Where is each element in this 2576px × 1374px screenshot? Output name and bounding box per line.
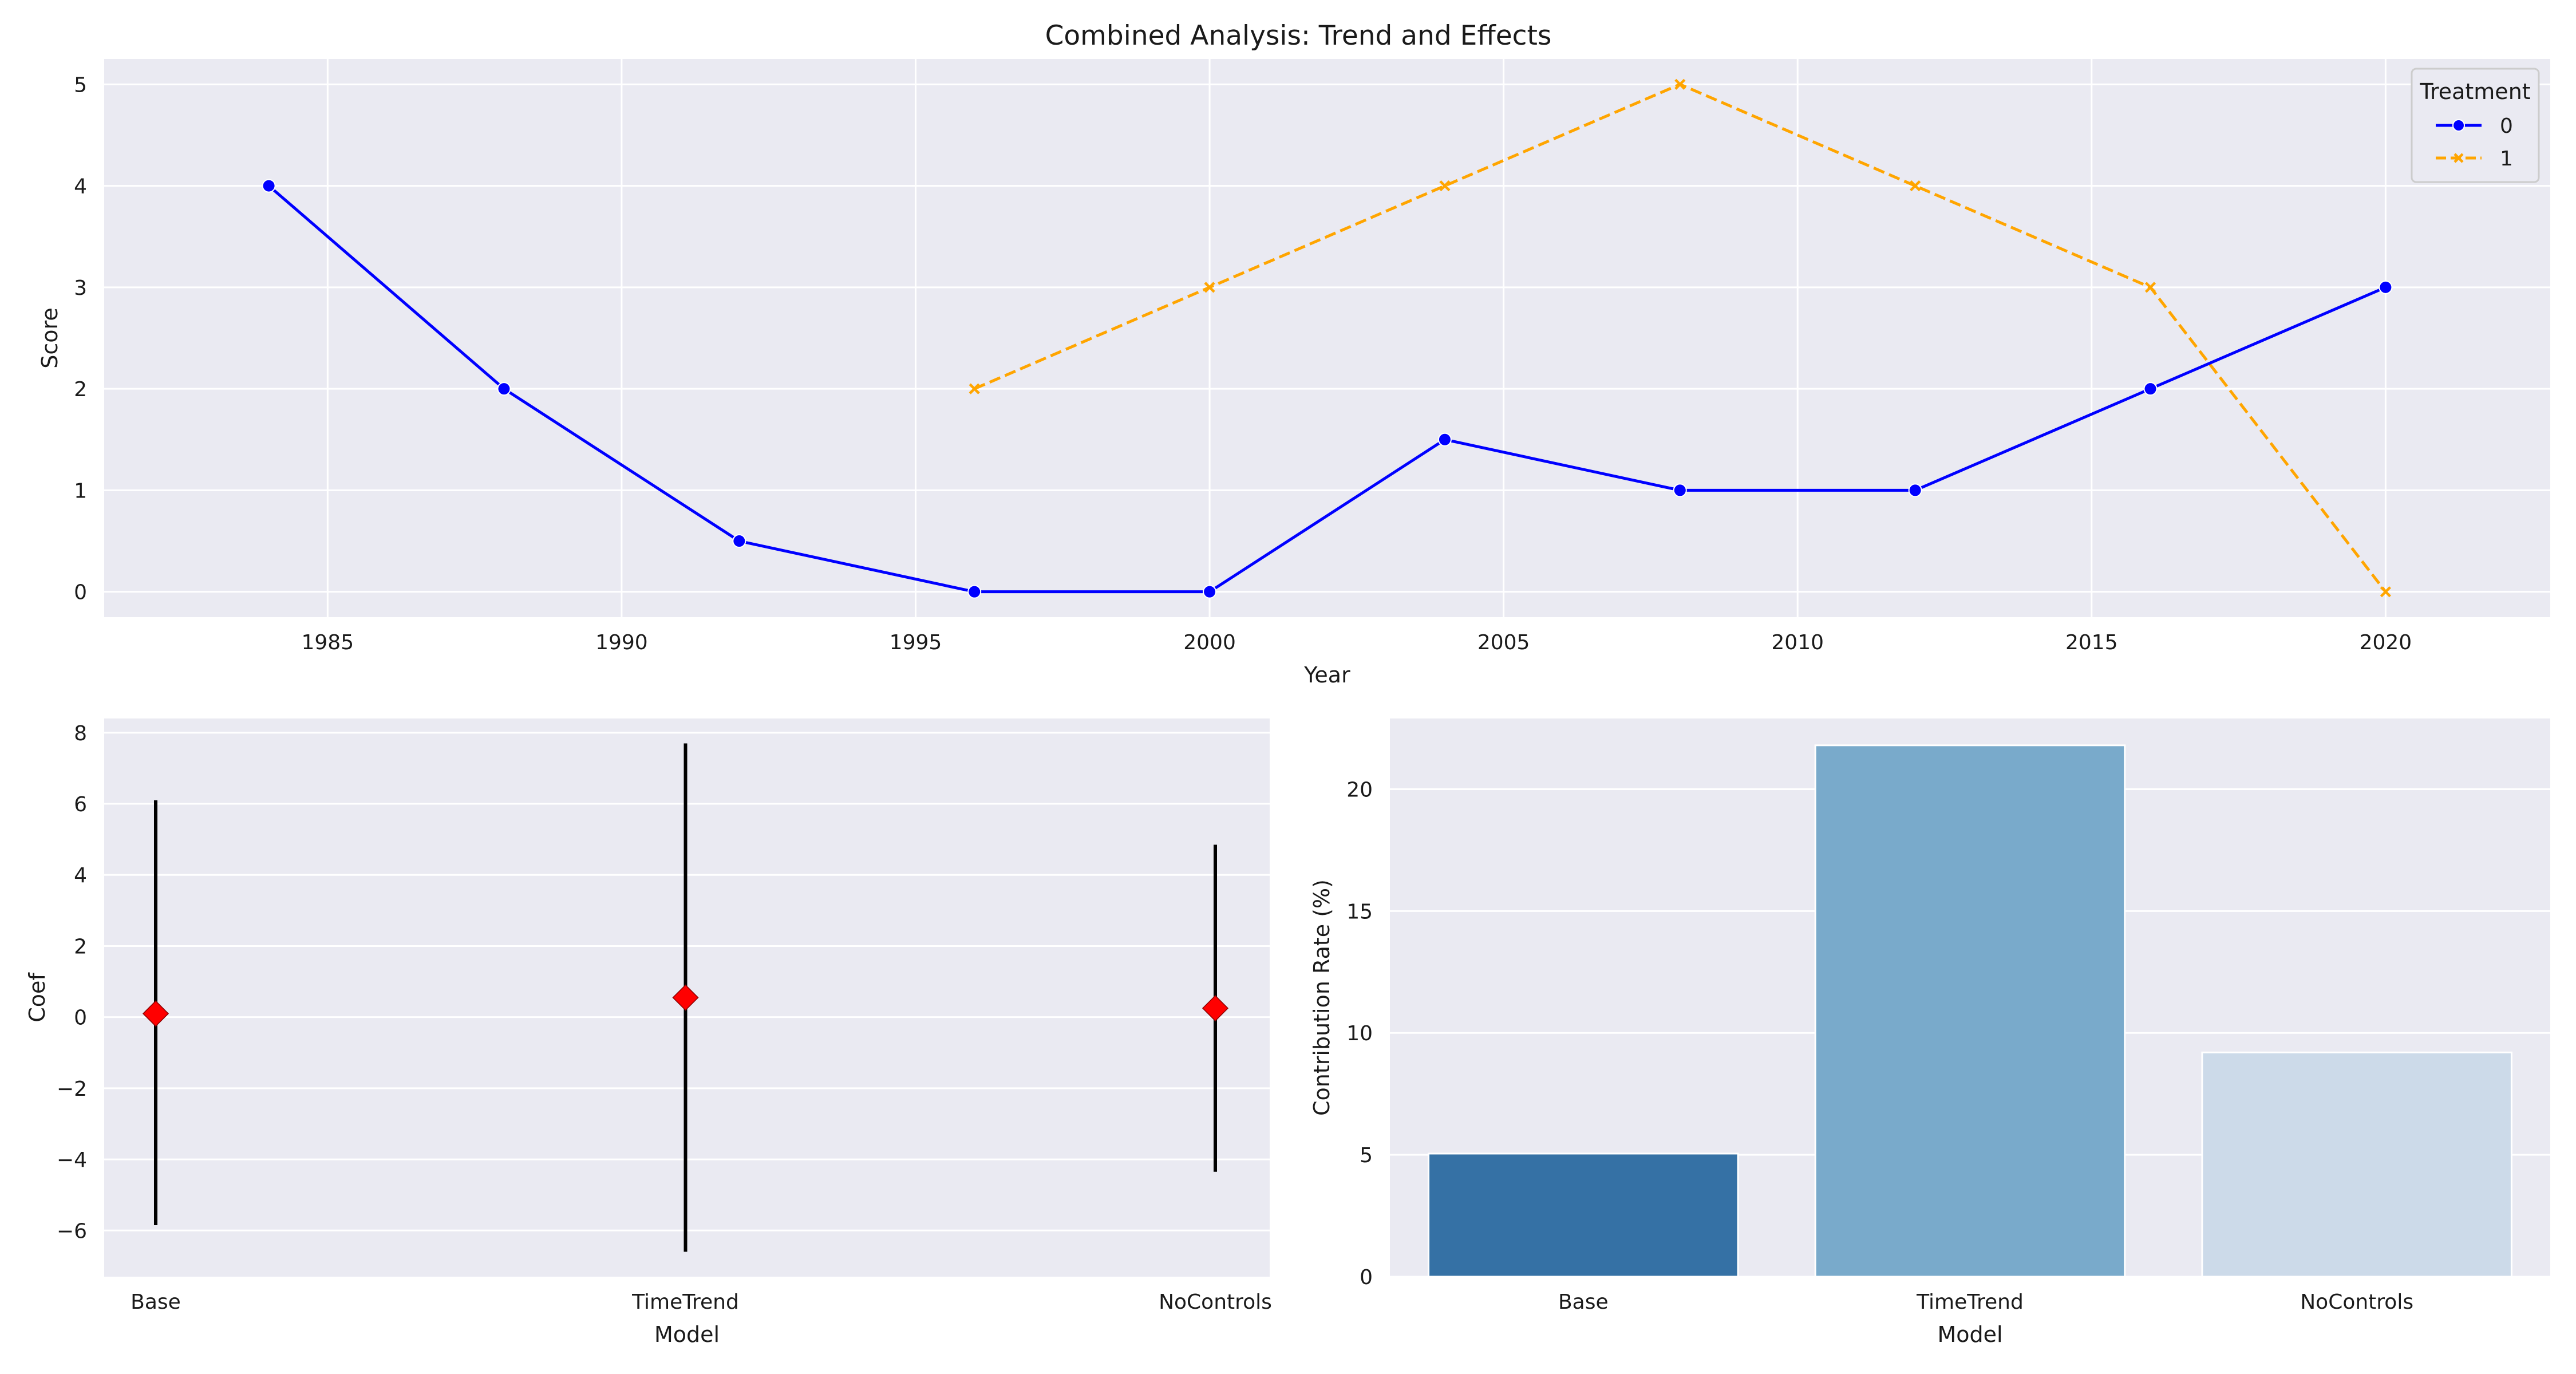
- x-tick-label: 1985: [302, 631, 354, 654]
- legend-label-1: 1: [2500, 147, 2513, 171]
- x-axis-label: Year: [1303, 662, 1350, 688]
- y-tick-label: −6: [57, 1219, 87, 1243]
- bar: [1814, 744, 2126, 1278]
- y-tick-label: 2: [74, 378, 87, 401]
- y-tick-label: 0: [1360, 1266, 1373, 1289]
- x-tick-label: 2010: [1771, 631, 1824, 654]
- legend-label-0: 0: [2500, 114, 2513, 138]
- y-axis-label: Coef: [25, 972, 50, 1022]
- plot-area: [104, 59, 2550, 617]
- y-tick-label: −2: [57, 1077, 87, 1101]
- coefficient-plot: −6 −4 −2 0 2 4 6 8 Base TimeTrend NoControls Model C…: [25, 718, 1272, 1347]
- series-0-point: [2143, 382, 2158, 396]
- x-tick-label: NoControls: [1159, 1290, 1272, 1314]
- x-tick-label: 2005: [1477, 631, 1530, 654]
- x-tick-label: 2020: [2360, 631, 2412, 654]
- legend-title: Treatment: [2419, 79, 2530, 104]
- x-tick-label: NoControls: [2300, 1290, 2413, 1314]
- x-tick-label: Base: [1558, 1290, 1609, 1314]
- series-0-point: [732, 534, 746, 548]
- x-axis-label: Model: [654, 1322, 720, 1347]
- x-tick-label: 1995: [890, 631, 942, 654]
- y-axis-label: Score: [37, 307, 62, 368]
- y-tick-label: 15: [1346, 900, 1373, 923]
- series-1-point: [1204, 282, 1215, 293]
- series-1-point: [2380, 586, 2391, 598]
- y-tick-label: 6: [74, 793, 87, 816]
- series-0-line: [267, 184, 2387, 594]
- y-tick-label: 5: [74, 73, 87, 97]
- figure-title: Combined Analysis: Trend and Effects: [1045, 20, 1552, 52]
- legend: Treatment 0 1: [2411, 68, 2540, 183]
- x-tick-label: 1990: [595, 631, 648, 654]
- series-1-point: [2144, 282, 2156, 293]
- series-1-point: [1910, 180, 1921, 192]
- coefficient-marker: [672, 984, 699, 1011]
- y-tick-label: 0: [74, 1006, 87, 1030]
- y-tick-label: 10: [1346, 1022, 1373, 1045]
- series-0-point: [1908, 483, 1922, 498]
- series-0-point: [967, 585, 982, 599]
- y-tick-label: 1: [74, 479, 87, 503]
- contribution-bar-chart: 0 5 10 15 20 Base TimeTrend NoControls Model Cont…: [1309, 718, 2550, 1347]
- x-tick-label: TimeTrend: [631, 1290, 739, 1314]
- y-tick-label: 8: [74, 722, 87, 745]
- y-tick-label: 5: [1360, 1144, 1373, 1167]
- y-tick-label: 20: [1346, 778, 1373, 802]
- y-tick-label: 4: [74, 864, 87, 887]
- series-1-point: [969, 383, 980, 394]
- trend-line-chart: 1985 1990 1995 2000 2005 2010 2015 2020 0 1 2 3 4 5 Ye…: [37, 59, 2550, 688]
- x-tick-label: 2015: [2065, 631, 2118, 654]
- series-0-point: [1673, 483, 1687, 498]
- series-1-point: [1674, 78, 1686, 90]
- series-0-point: [262, 179, 276, 193]
- y-tick-label: 2: [74, 935, 87, 958]
- coefficient-marker: [1202, 995, 1229, 1022]
- series-0-point: [1437, 432, 1452, 447]
- y-tick-label: 0: [74, 581, 87, 605]
- x-tick-label: TimeTrend: [1916, 1290, 2024, 1314]
- x-tick-label: 2000: [1183, 631, 1236, 654]
- series-0-point: [497, 382, 511, 396]
- y-axis-label: Contribution Rate (%): [1309, 879, 1334, 1116]
- coefficient-marker: [142, 1000, 169, 1027]
- bar: [2201, 1051, 2512, 1278]
- y-tick-label: 4: [74, 175, 87, 199]
- x-tick-label: Base: [131, 1290, 181, 1314]
- series-1-point: [1439, 180, 1451, 192]
- legend-marker-0: [2452, 119, 2465, 132]
- series-0-point: [2379, 280, 2393, 294]
- series-0-point: [1203, 585, 1217, 599]
- y-tick-label: 3: [74, 277, 87, 300]
- bar: [1428, 1152, 1739, 1278]
- x-axis-label: Model: [1937, 1322, 2002, 1347]
- y-tick-label: −4: [57, 1148, 87, 1172]
- legend-marker-1: [2453, 153, 2464, 163]
